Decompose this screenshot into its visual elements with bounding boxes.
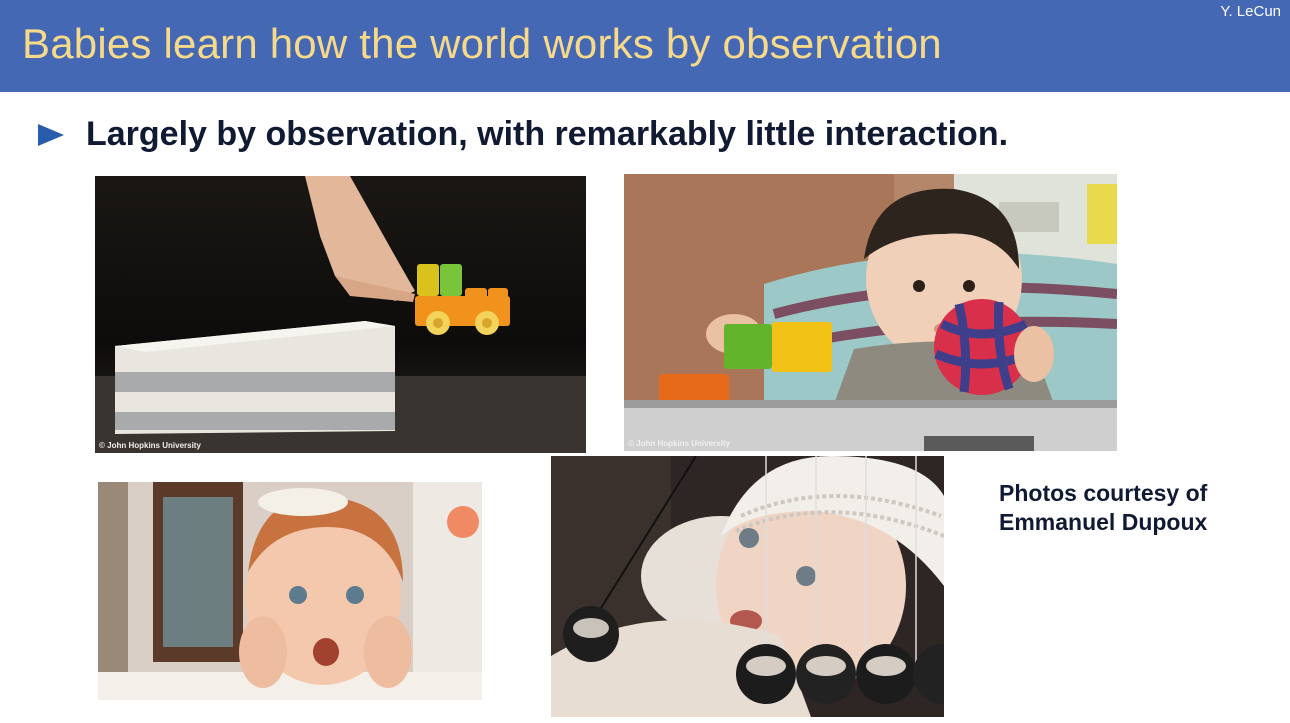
bullet-text: Largely by observation, with remarkably … bbox=[86, 115, 1009, 153]
photo-credit-line-2: Emmanuel Dupoux bbox=[999, 509, 1208, 535]
title-bar: Babies learn how the world works by obse… bbox=[0, 0, 1290, 92]
photo-baby-with-toys: © John Hopkins University bbox=[624, 174, 1117, 451]
photo-caption: © John Hopkins University bbox=[628, 439, 730, 448]
author-label: Y. LeCun bbox=[1220, 3, 1281, 20]
toy-truck-illustration bbox=[95, 176, 586, 453]
bullet-point: Largely by observation, with remarkably … bbox=[38, 115, 1008, 154]
photo-credit: Photos courtesy of Emmanuel Dupoux bbox=[999, 479, 1207, 537]
slide-title: Babies learn how the world works by obse… bbox=[22, 20, 942, 67]
photo-caption: © John Hopkins University bbox=[99, 441, 201, 450]
photo-toy-truck-experiment: © John Hopkins University bbox=[95, 176, 586, 453]
baby-with-toys-illustration bbox=[624, 174, 1117, 451]
baby-pendulum-illustration bbox=[551, 456, 944, 717]
photo-baby-pendulum bbox=[551, 456, 944, 717]
photo-credit-line-1: Photos courtesy of bbox=[999, 480, 1208, 506]
surprised-baby-illustration bbox=[98, 482, 482, 700]
photo-surprised-baby bbox=[98, 482, 482, 700]
bullet-arrow-icon bbox=[38, 123, 64, 146]
